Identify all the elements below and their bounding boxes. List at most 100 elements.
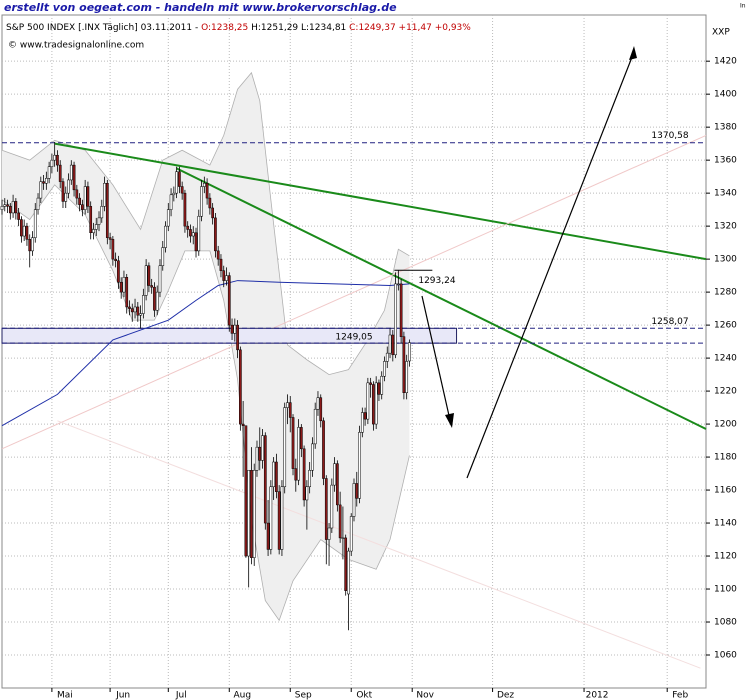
candle-body [360,412,364,433]
candle-body [205,183,209,199]
candle-body [241,423,245,426]
candle-body [67,179,70,194]
candle-body [172,192,176,196]
candle-body [122,277,126,293]
candle-body [294,468,298,481]
candle-body [36,197,40,210]
candle-body [288,402,292,418]
candle-body [166,209,170,227]
candle-body [161,247,165,266]
band-line [1,71,410,376]
close-value: C:1249,37 +11,47 +0,93% [349,23,471,33]
candle-body [275,461,278,492]
candle-body [355,483,359,499]
candle-body [139,313,142,316]
candle-body [56,154,59,166]
arrow-up [466,51,635,479]
candle-body [261,435,264,461]
candle-body [402,336,406,393]
candle-body [391,334,395,356]
candle-body [81,204,84,210]
x-tick-label: 2012 [586,691,609,700]
plot-frame [1,14,707,689]
candle-body [319,397,323,422]
y-tick-label: 1400 [714,90,737,100]
candle-body [164,225,167,248]
band-fill [2,72,410,621]
candle-body [119,281,123,293]
candle-body [219,258,223,271]
candle-body [222,270,226,281]
candle-body [374,382,378,425]
y-tick-label: 1360 [714,156,737,166]
candle-body [377,382,381,395]
candle-body [252,470,256,558]
candle-body [169,194,173,210]
candle-body [22,225,26,237]
candle-body [299,427,303,450]
candle-body [53,154,57,161]
candle-body [333,463,336,486]
candle-body [111,239,115,260]
y-tick-label: 1240 [714,354,737,364]
y-tick-label: 1420 [714,57,737,67]
candle-body [322,420,325,479]
unit: XXP [712,28,730,38]
candle-body [202,183,206,187]
candle-body [69,164,73,181]
candle-body [269,486,273,550]
y-tick-label: 1320 [714,222,737,232]
candle-body [186,225,190,230]
candle-body [0,206,4,210]
x-tick-label: Aug [233,691,251,700]
candle-body [58,164,62,182]
candle-body [363,412,367,420]
candle-body [358,432,361,499]
candle-body [399,283,403,337]
candle-body [244,425,248,557]
candle-body [14,201,18,214]
level-label: 1370,58 [651,131,688,141]
candle-body [349,516,353,552]
candle-body [277,491,281,550]
candle-body [133,306,137,313]
candle-body [408,342,411,362]
candle-body [86,186,90,207]
candle-body [341,537,345,539]
candle-body [114,258,117,262]
candle-body [42,181,45,184]
x-tick-label: Nov [416,691,434,700]
candle-body [405,361,409,393]
trend-line [54,142,707,261]
candle-body [302,448,306,501]
candle-body [272,461,275,488]
candle-body [97,217,101,225]
candle-body [94,224,98,230]
trend-line [57,420,701,669]
candle-body [183,192,187,227]
candle-body [11,201,15,214]
candle-body [344,537,348,591]
candle-body [330,484,334,529]
candle-body [394,283,397,356]
candle-body [191,232,195,237]
candle-body [388,334,392,354]
level-label: 1249,05 [335,333,372,343]
candle-body [396,283,400,285]
candle-body [47,166,51,179]
candle-body [347,550,350,595]
candle-body [6,204,9,207]
candle-body [211,207,214,219]
candle-body [313,408,317,445]
x-tick-label: Jun [115,691,130,700]
x-tick-label: Feb [672,691,688,700]
y-tick-label: 1280 [714,288,737,298]
candle-body [105,183,109,238]
candle-body [20,219,23,237]
x-tick-label: Mai [57,691,73,700]
candle-body [311,443,314,471]
candle-body [44,178,48,184]
candle-body [266,522,270,550]
x-tick-label: Sep [295,691,312,700]
level-label: 1258,07 [651,317,688,327]
